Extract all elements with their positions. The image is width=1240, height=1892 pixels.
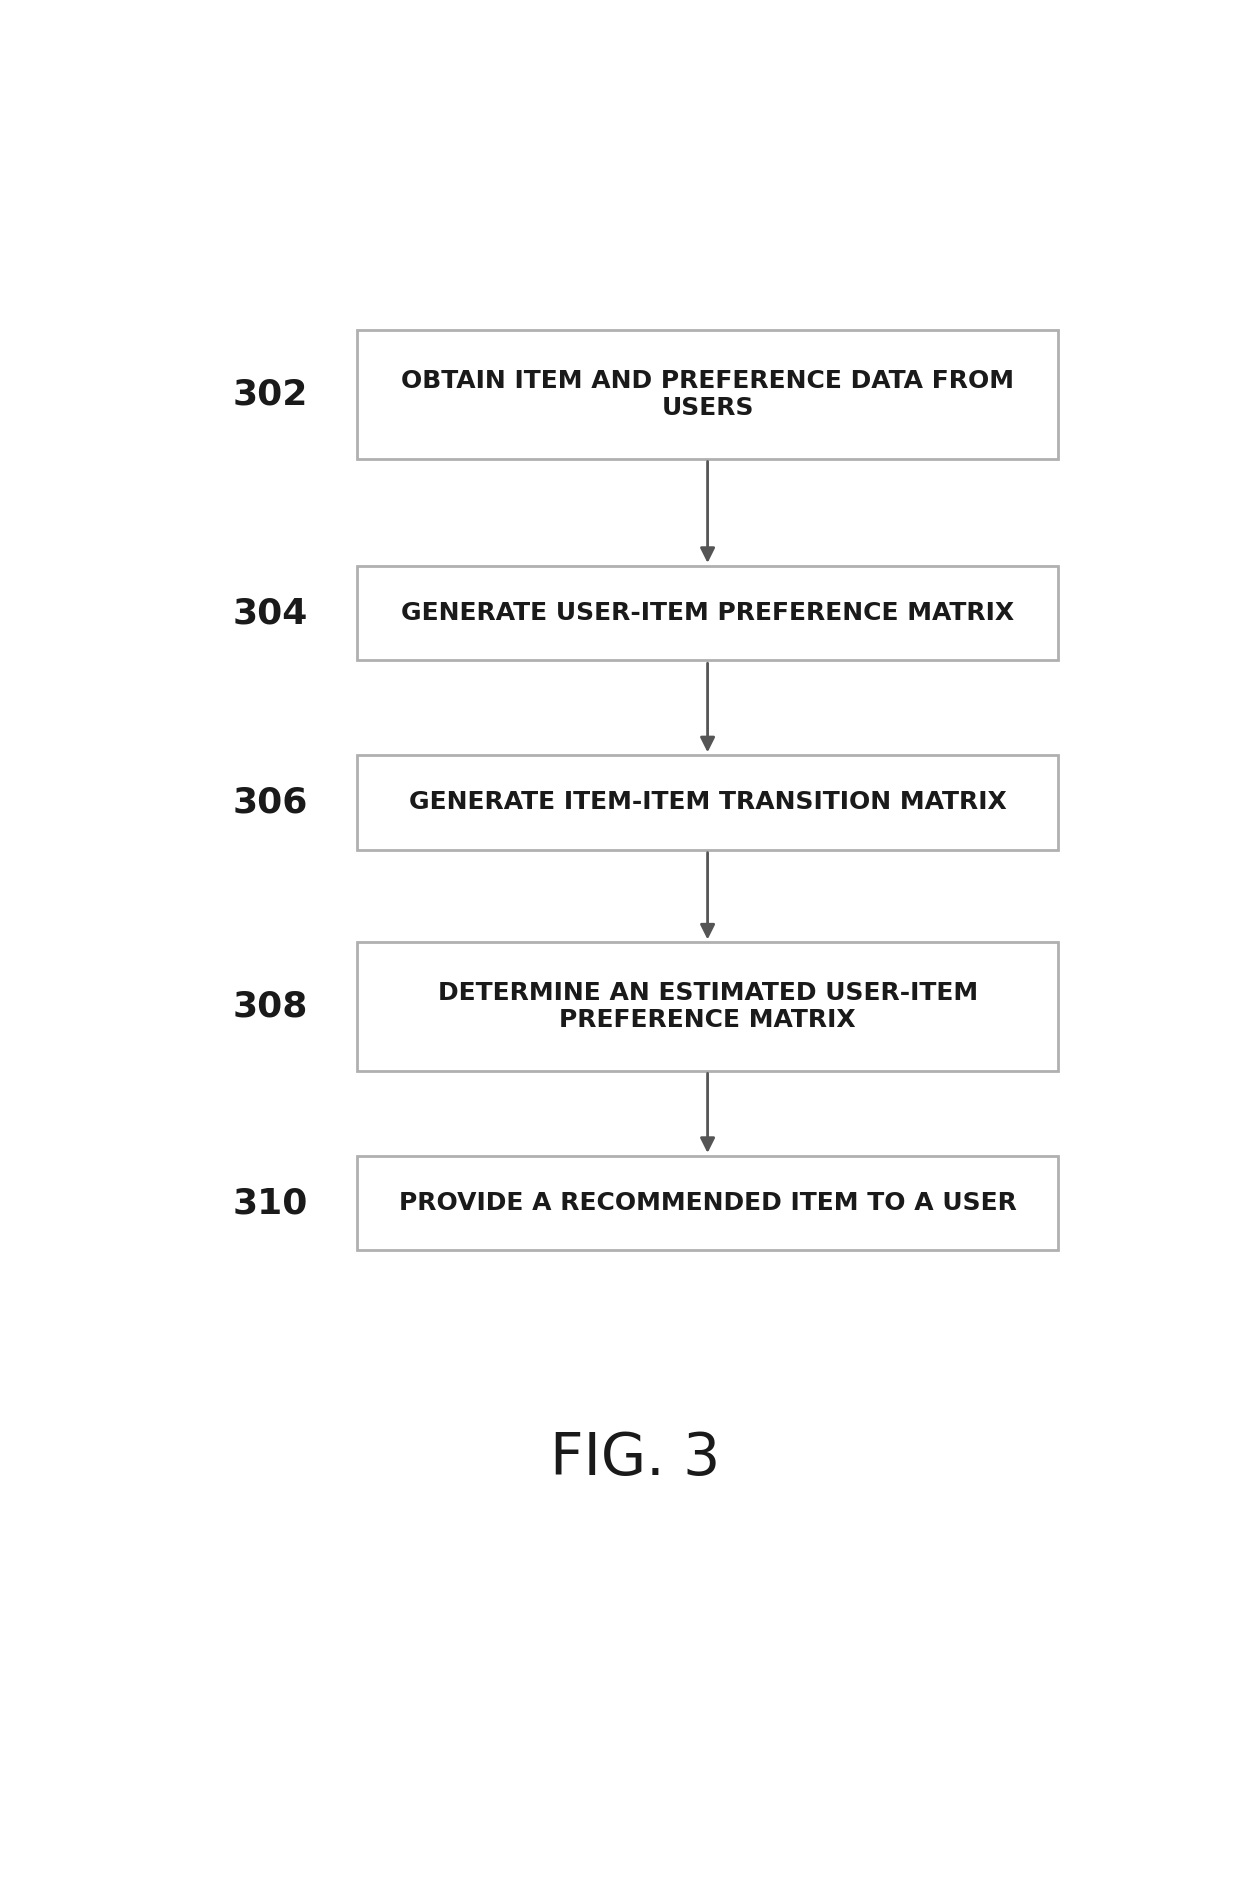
Text: 310: 310: [233, 1186, 308, 1220]
Text: GENERATE ITEM-ITEM TRANSITION MATRIX: GENERATE ITEM-ITEM TRANSITION MATRIX: [409, 791, 1007, 814]
FancyBboxPatch shape: [357, 566, 1058, 660]
Text: FIG. 3: FIG. 3: [551, 1430, 720, 1487]
Text: 302: 302: [233, 378, 308, 412]
FancyBboxPatch shape: [357, 331, 1058, 458]
Text: PROVIDE A RECOMMENDED ITEM TO A USER: PROVIDE A RECOMMENDED ITEM TO A USER: [398, 1192, 1017, 1215]
FancyBboxPatch shape: [357, 942, 1058, 1071]
Text: GENERATE USER-ITEM PREFERENCE MATRIX: GENERATE USER-ITEM PREFERENCE MATRIX: [401, 602, 1014, 624]
Text: OBTAIN ITEM AND PREFERENCE DATA FROM
USERS: OBTAIN ITEM AND PREFERENCE DATA FROM USE…: [401, 369, 1014, 420]
Text: 306: 306: [233, 785, 308, 819]
Text: 304: 304: [233, 596, 308, 630]
Text: 308: 308: [233, 990, 308, 1024]
FancyBboxPatch shape: [357, 1156, 1058, 1251]
FancyBboxPatch shape: [357, 755, 1058, 850]
Text: DETERMINE AN ESTIMATED USER-ITEM
PREFERENCE MATRIX: DETERMINE AN ESTIMATED USER-ITEM PREFERE…: [438, 980, 977, 1033]
